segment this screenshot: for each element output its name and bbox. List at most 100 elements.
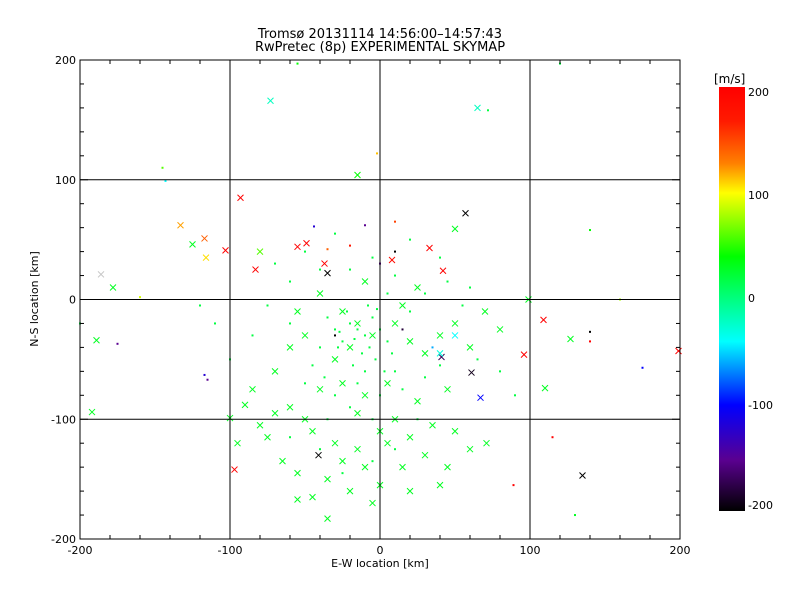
colorbar-tick: -200 [748, 499, 773, 512]
dot-marker [349, 268, 351, 271]
cross-marker [321, 260, 328, 267]
cross-stroke [388, 256, 396, 264]
cross-stroke [315, 451, 322, 459]
y-tick-label: 0 [69, 294, 76, 307]
dot-marker [349, 406, 351, 409]
cross-marker [496, 326, 504, 333]
cross-marker [331, 439, 339, 447]
dot-marker [574, 514, 576, 517]
dot-marker [394, 250, 396, 253]
cross-stroke [109, 284, 117, 291]
cross-stroke [97, 270, 105, 278]
cross-marker [202, 254, 210, 261]
dot-marker [338, 330, 341, 333]
cross-stroke [321, 260, 328, 267]
cross-marker [271, 409, 279, 417]
cross-stroke [444, 385, 451, 393]
cross-marker [675, 347, 682, 355]
dot-marker [394, 274, 396, 277]
cross-marker [540, 316, 547, 324]
cross-marker [339, 457, 346, 465]
dot-marker [371, 316, 374, 319]
cross-stroke [462, 209, 469, 217]
cross-marker [309, 493, 316, 501]
cross-stroke [436, 332, 444, 339]
dot-marker [361, 352, 363, 355]
cross-stroke [189, 241, 196, 248]
dot-marker [313, 225, 315, 228]
dot-marker [334, 394, 336, 397]
dot-marker [334, 232, 336, 235]
cross-stroke [346, 344, 354, 351]
dot-marker [409, 310, 411, 313]
cross-marker [436, 350, 444, 357]
cross-marker [451, 427, 459, 435]
dot-marker [439, 364, 441, 367]
cross-stroke [88, 408, 96, 416]
dot-marker [394, 448, 396, 451]
dot-marker [319, 268, 321, 271]
cross-marker [241, 401, 249, 409]
colorbar-tick: 100 [748, 189, 769, 202]
dot-marker [589, 229, 591, 232]
cross-stroke [466, 344, 474, 351]
dot-marker [326, 316, 329, 319]
dot-marker [551, 436, 554, 439]
cross-marker [256, 421, 264, 429]
cross-marker [222, 247, 229, 254]
dot-marker [476, 358, 479, 361]
dot-marker [319, 448, 321, 451]
dot-marker [116, 342, 119, 345]
dot-marker [334, 328, 336, 331]
dot-marker [334, 334, 336, 337]
cross-stroke [256, 421, 264, 429]
y-tick-label: 100 [55, 174, 76, 187]
dot-marker [311, 364, 314, 367]
cross-marker [444, 385, 451, 393]
cross-stroke [93, 336, 100, 344]
cross-stroke [241, 401, 249, 409]
cross-marker [339, 308, 346, 315]
cross-marker [264, 433, 271, 441]
cross-stroke [496, 326, 504, 333]
dot-marker [469, 286, 471, 289]
cross-stroke [520, 351, 528, 358]
cross-marker [294, 496, 301, 503]
cross-stroke [421, 350, 429, 357]
dot-marker [164, 179, 167, 182]
dot-marker [214, 322, 216, 325]
cross-marker [286, 403, 294, 411]
dot-marker [266, 304, 269, 307]
cross-marker [346, 487, 354, 495]
cross-marker [88, 408, 96, 416]
cross-marker [474, 104, 481, 112]
cross-stroke [361, 391, 369, 399]
cross-marker [384, 439, 391, 447]
dot-marker [374, 358, 377, 361]
dot-marker [431, 346, 434, 349]
cross-marker [579, 472, 586, 479]
cross-marker [406, 433, 414, 441]
cross-marker [271, 367, 279, 375]
cross-marker [237, 194, 244, 202]
dot-marker [353, 338, 356, 341]
cross-stroke [391, 320, 399, 327]
cross-marker [369, 332, 376, 339]
cross-marker [399, 463, 406, 471]
dot-marker [364, 224, 366, 227]
cross-marker [481, 308, 489, 315]
cross-marker [301, 332, 309, 339]
dot-marker [356, 382, 359, 385]
dot-marker [371, 256, 374, 259]
colorbar-tick: 200 [748, 86, 769, 99]
cross-marker [361, 463, 369, 471]
cross-marker [354, 445, 361, 453]
cross-marker [249, 385, 256, 393]
cross-marker [466, 445, 474, 453]
cross-stroke [324, 515, 331, 522]
cross-stroke [414, 284, 421, 291]
cross-marker [109, 284, 117, 291]
dot-marker [364, 334, 366, 337]
cross-marker [477, 394, 484, 402]
